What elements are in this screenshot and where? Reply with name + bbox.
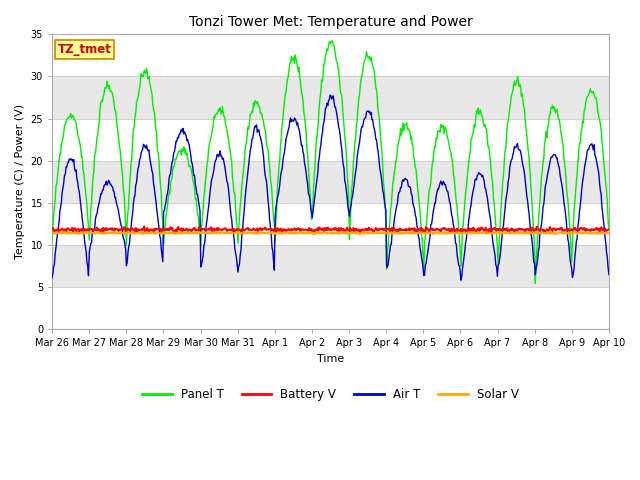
Battery V [173, 225, 181, 231]
Air T [605, 272, 612, 277]
Panel T [172, 156, 180, 162]
Battery V [416, 226, 424, 231]
Battery V [203, 227, 211, 232]
Air T [326, 92, 334, 98]
Air T [48, 275, 56, 281]
Battery V [99, 230, 106, 236]
Line: Battery V: Battery V [52, 227, 609, 233]
Solar V [58, 230, 66, 236]
Battery V [58, 226, 66, 231]
Text: TZ_tmet: TZ_tmet [58, 43, 111, 56]
Panel T [116, 143, 124, 149]
Battery V [605, 227, 612, 232]
Panel T [605, 227, 612, 233]
Bar [52, 119, 609, 161]
Panel T [48, 237, 56, 242]
Battery V [116, 227, 124, 233]
Panel T [328, 38, 336, 44]
Battery V [400, 227, 408, 233]
Bar [52, 76, 609, 119]
X-axis label: Time: Time [317, 354, 344, 363]
Solar V [172, 231, 180, 237]
Solar V [48, 229, 56, 235]
Line: Solar V: Solar V [52, 232, 609, 234]
Title: Tonzi Tower Met: Temperature and Power: Tonzi Tower Met: Temperature and Power [189, 15, 472, 29]
Y-axis label: Temperature (C) / Power (V): Temperature (C) / Power (V) [15, 104, 25, 259]
Solar V [202, 230, 209, 236]
Solar V [605, 230, 612, 236]
Panel T [399, 120, 407, 125]
Panel T [202, 179, 209, 184]
Bar [52, 203, 609, 245]
Air T [457, 277, 465, 283]
Solar V [116, 229, 124, 235]
Panel T [531, 280, 539, 286]
Air T [399, 177, 407, 182]
Solar V [415, 230, 423, 236]
Solar V [399, 230, 407, 236]
Air T [202, 233, 209, 239]
Line: Panel T: Panel T [52, 41, 609, 283]
Panel T [58, 139, 66, 144]
Solar V [429, 231, 437, 237]
Bar [52, 161, 609, 203]
Air T [415, 236, 423, 241]
Air T [58, 190, 66, 195]
Air T [116, 214, 124, 220]
Bar [52, 35, 609, 76]
Panel T [415, 200, 423, 206]
Battery V [48, 226, 56, 232]
Air T [172, 138, 180, 144]
Battery V [140, 224, 148, 229]
Legend: Panel T, Battery V, Air T, Solar V: Panel T, Battery V, Air T, Solar V [137, 383, 524, 406]
Solar V [360, 229, 368, 235]
Bar [52, 245, 609, 287]
Line: Air T: Air T [52, 95, 609, 280]
Bar [52, 287, 609, 329]
